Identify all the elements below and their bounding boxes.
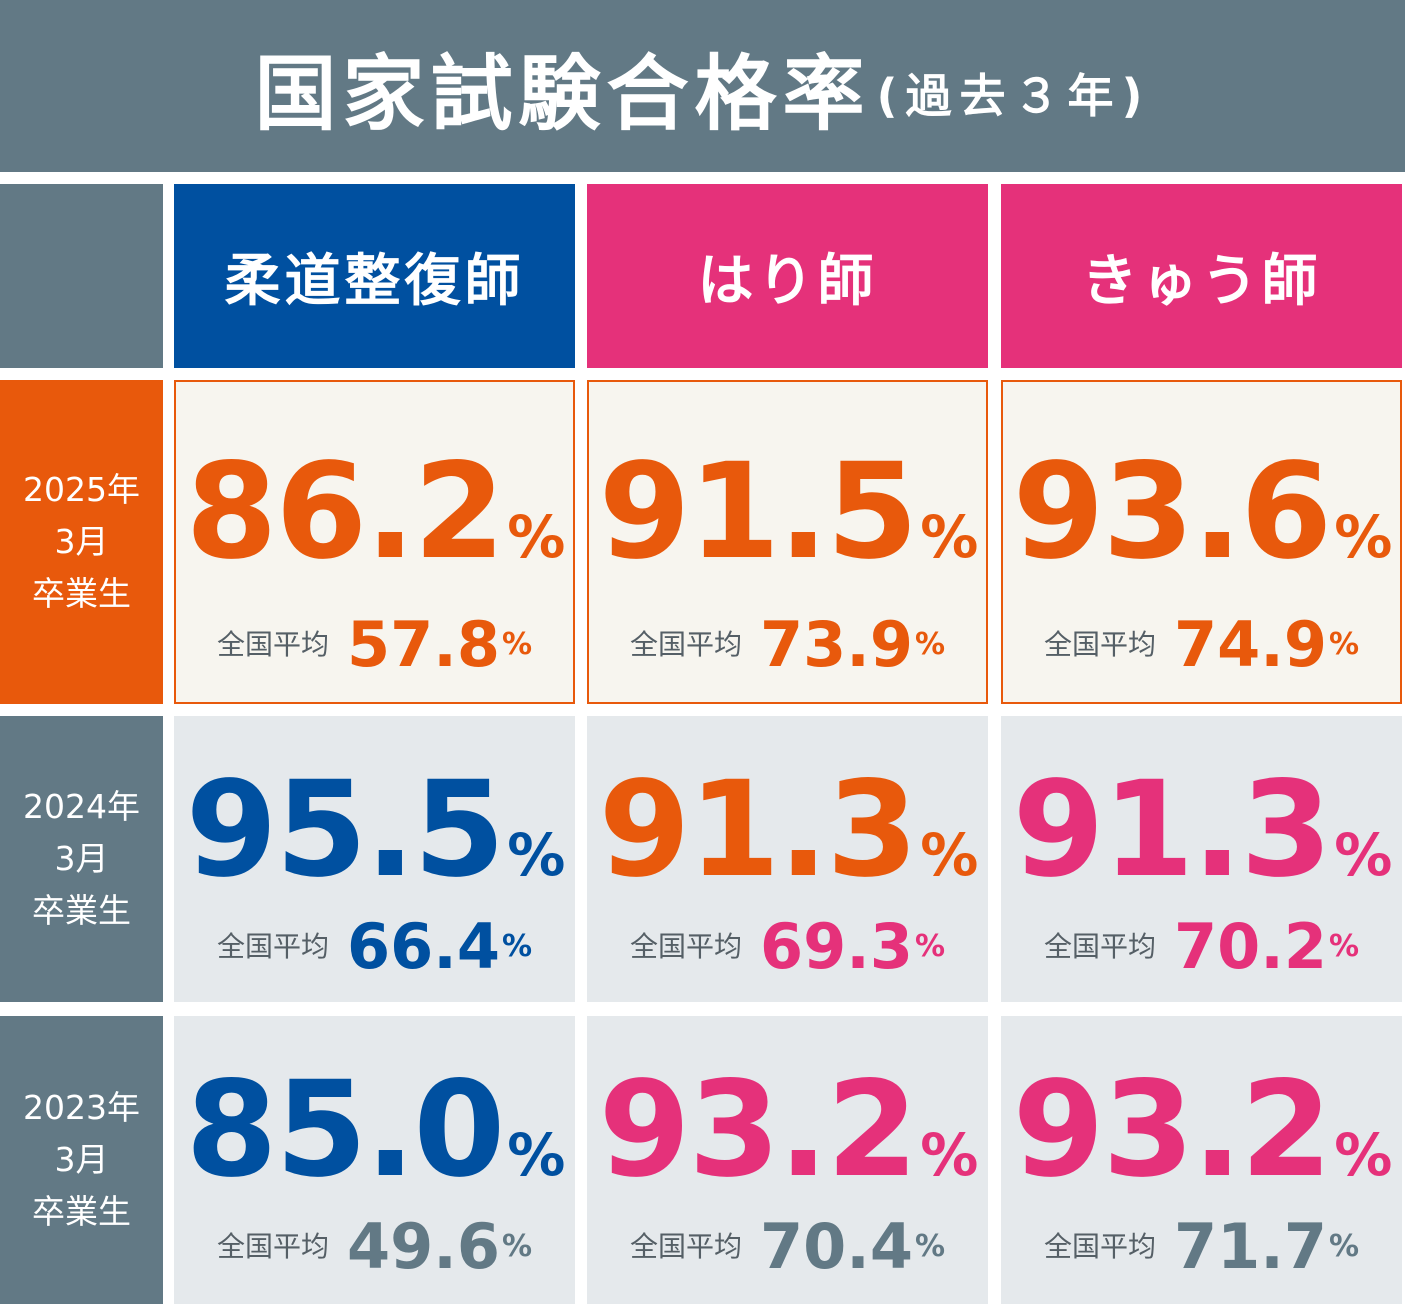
row-graduates: 卒業生 — [32, 574, 131, 613]
column-header-kyu: きゅう師 — [1001, 184, 1402, 368]
national-average: 全国平均 71.7% — [1043, 1210, 1360, 1283]
rate-cell: 93.6% 全国平均 74.9% — [1001, 380, 1402, 704]
row-year: 2025年 — [23, 470, 140, 509]
pass-rate: 86.2% — [185, 435, 566, 589]
pass-rate: 91.5% — [598, 435, 979, 589]
pass-rate: 91.3% — [1012, 753, 1393, 907]
title-banner: 国家試験合格率 (過去３年) — [0, 0, 1405, 172]
pass-rate: 91.3% — [598, 753, 979, 907]
rate-cell: 85.0% 全国平均 49.6% — [174, 1016, 575, 1304]
page-subtitle: (過去３年) — [876, 69, 1151, 123]
rate-cell: 91.3% 全国平均 70.2% — [1001, 716, 1402, 1002]
rate-cell: 91.3% 全国平均 69.3% — [587, 716, 988, 1002]
row-graduates: 卒業生 — [32, 1192, 131, 1231]
national-average: 全国平均 70.2% — [1043, 910, 1360, 983]
row-month: 3月 — [54, 839, 109, 878]
row-year: 2023年 — [23, 1088, 140, 1127]
row-graduates: 卒業生 — [32, 891, 131, 930]
national-average: 全国平均 66.4% — [216, 910, 533, 983]
national-average: 全国平均 70.4% — [629, 1210, 946, 1283]
national-average: 全国平均 74.9% — [1043, 608, 1360, 681]
rate-cell: 91.5% 全国平均 73.9% — [587, 380, 988, 704]
national-average: 全国平均 49.6% — [216, 1210, 533, 1283]
national-average: 全国平均 69.3% — [629, 910, 946, 983]
rate-cell: 93.2% 全国平均 70.4% — [587, 1016, 988, 1304]
column-header-judo: 柔道整復師 — [174, 184, 575, 368]
row-header-2024: 2024年 3月 卒業生 — [0, 716, 163, 1002]
pass-rate: 93.2% — [598, 1053, 979, 1207]
rate-cell: 86.2% 全国平均 57.8% — [174, 380, 575, 704]
row-year: 2024年 — [23, 787, 140, 826]
row-month: 3月 — [54, 1140, 109, 1179]
national-average: 全国平均 73.9% — [629, 608, 946, 681]
row-header-2025: 2025年 3月 卒業生 — [0, 380, 163, 704]
row-month: 3月 — [54, 522, 109, 561]
rate-cell: 93.2% 全国平均 71.7% — [1001, 1016, 1402, 1304]
pass-rate: 93.6% — [1012, 435, 1393, 589]
pass-rate: 93.2% — [1012, 1053, 1393, 1207]
rate-cell: 95.5% 全国平均 66.4% — [174, 716, 575, 1002]
column-header-hari: はり師 — [587, 184, 988, 368]
national-average: 全国平均 57.8% — [216, 608, 533, 681]
pass-rate: 95.5% — [185, 753, 566, 907]
row-header-2023: 2023年 3月 卒業生 — [0, 1016, 163, 1304]
header-corner — [0, 184, 163, 368]
pass-rate: 85.0% — [185, 1053, 566, 1207]
page-title: 国家試験合格率 — [254, 46, 871, 142]
